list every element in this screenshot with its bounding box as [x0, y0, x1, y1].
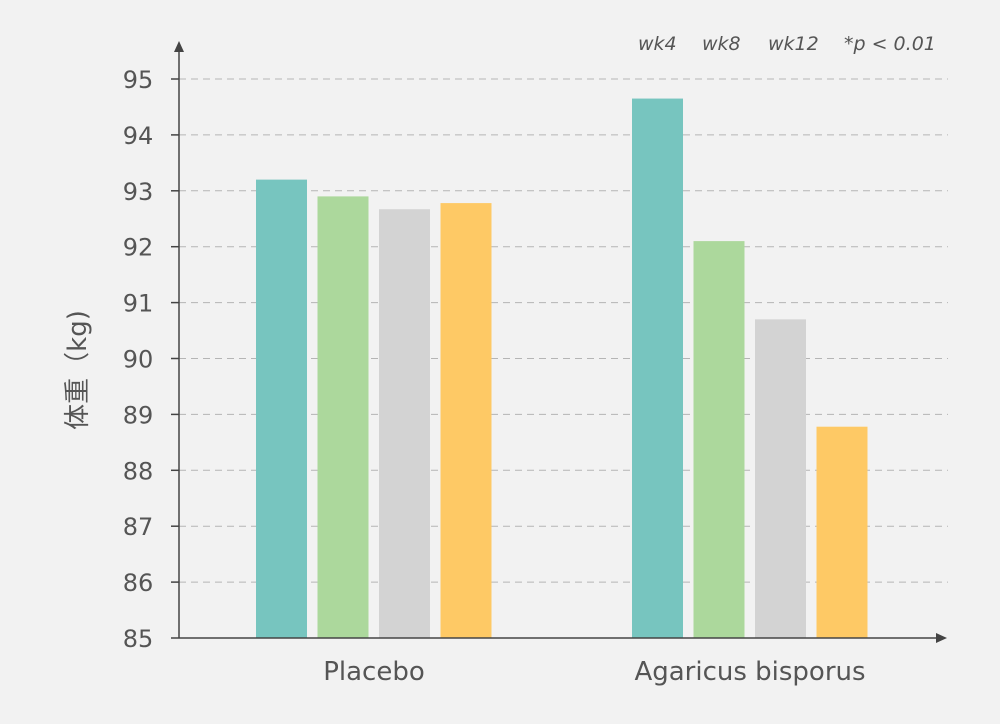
- y-axis-arrow: [174, 41, 184, 52]
- bar-wk8-agaricus-bisporus: [693, 241, 745, 639]
- category-label: Placebo: [323, 657, 425, 687]
- y-tick-labels: 85 86 87 88 89 90 91 92 93 94 95: [123, 66, 179, 653]
- bar-wk12-agaricus-bisporus: [755, 319, 806, 638]
- y-tick-label: 90: [123, 346, 154, 374]
- bar-series-4-agaricus-bisporus: [816, 426, 868, 638]
- legend-entry-wk4: wk4: [638, 33, 677, 55]
- y-tick-label: 93: [123, 178, 154, 206]
- legend-entry-wk8: wk8: [702, 33, 741, 55]
- y-tick-label: 95: [123, 66, 154, 94]
- category-label: Agaricus bisporus: [634, 657, 865, 687]
- y-axis-label: 体重（kg): [63, 310, 93, 430]
- legend: wk4 wk8 wk12 *p < 0.01: [638, 33, 936, 55]
- category-labels: Placebo Agaricus bisporus: [323, 657, 865, 687]
- y-tick-label: 88: [123, 457, 154, 485]
- y-tick-label: 86: [123, 569, 154, 597]
- y-tick-label: 85: [123, 625, 154, 653]
- y-tick-label: 92: [123, 234, 154, 262]
- bar-wk4-agaricus-bisporus: [632, 98, 683, 638]
- y-tick-label: 91: [123, 290, 154, 318]
- bar-wk8-placebo: [317, 196, 369, 638]
- bar-wk4-placebo: [256, 179, 307, 638]
- bar-wk12-placebo: [379, 209, 430, 638]
- y-tick-label: 87: [123, 513, 154, 541]
- y-tick-label: 89: [123, 401, 154, 429]
- y-tick-label: 94: [123, 122, 154, 150]
- bars: [256, 98, 868, 639]
- significance-note: *p < 0.01: [844, 33, 936, 55]
- legend-entry-wk12: wk12: [768, 33, 819, 55]
- x-axis-arrow: [936, 633, 947, 643]
- bar-series-4-placebo: [440, 203, 492, 638]
- axes: [174, 41, 947, 643]
